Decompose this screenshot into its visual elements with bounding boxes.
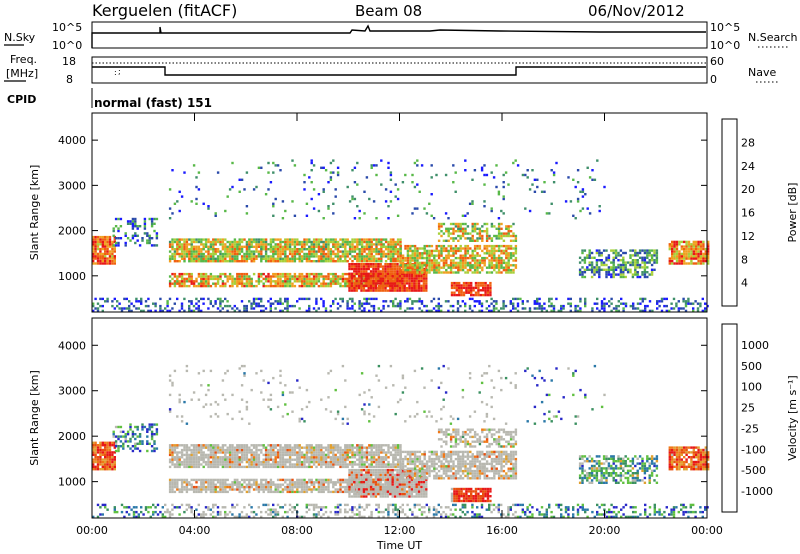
freq-left-tick-bottom: 8 (66, 73, 73, 86)
freq-right-tick-top: 60 (710, 55, 724, 68)
noise-right-tick-top: 10^5 (710, 21, 740, 34)
xtick-label: 12:00 (384, 524, 416, 537)
power-ytick-label: 3000 (58, 179, 86, 192)
freq-trace (92, 66, 706, 76)
freq-panel: Freq. [MHz] 18 8 60 0 Nave : ; (4, 53, 778, 86)
noise-panel: N.Sky 10^5 10^0 10^5 10^0 N.Search (4, 21, 798, 52)
velocity-colorbar-tick: 25 (741, 402, 755, 415)
velocity-colorbar-tick: 500 (741, 360, 762, 373)
power-ytick-label: 4000 (58, 134, 86, 147)
power-colorbar-frame (721, 118, 738, 307)
freq-left-label-2: [MHz] (6, 67, 38, 80)
power-ytick-label: 2000 (58, 225, 86, 238)
power-echo-field (92, 159, 710, 313)
velocity-ytick-label: 2000 (58, 430, 86, 443)
power-colorbar-tick: 8 (741, 253, 748, 266)
freq-right-tick-bottom: 0 (710, 73, 717, 86)
nave-label: Nave (748, 66, 776, 79)
power-colorbar-label: Power [dB] (786, 183, 799, 243)
velocity-echo-field (92, 364, 710, 519)
xtick-label: 20:00 (589, 524, 621, 537)
xtick-label: 00:00 (691, 524, 723, 537)
velocity-panel: 1000 2000 3000 4000 Slant Range [km] 1000 500 1… (28, 317, 799, 552)
power-ytick-label: 1000 (58, 270, 86, 283)
power-colorbar-tick: 4 (741, 277, 748, 290)
xtick-label: 16:00 (486, 524, 518, 537)
power-colorbar-tick: 12 (741, 230, 755, 243)
noise-sky-trace (91, 24, 706, 48)
noise-left-label: N.Sky (4, 31, 36, 44)
velocity-colorbar-tick: 1000 (741, 339, 769, 352)
xtick-label: 08:00 (281, 524, 313, 537)
velocity-colorbar-tick: 100 (741, 381, 762, 394)
noise-left-tick-top: 10^5 (52, 21, 82, 34)
power-colorbar-tick: 24 (741, 160, 755, 173)
power-ylabel: Slant Range [km] (28, 165, 41, 261)
cpid-value: normal (fast) 151 (94, 96, 212, 110)
power-panel: 1000 2000 3000 4000 Slant Range [km] 4 8 12 16 20… (28, 112, 799, 313)
cpid-label: CPID (7, 93, 36, 106)
svg-text::: : (114, 68, 117, 77)
power-colorbar-tick: 16 (741, 207, 755, 220)
velocity-ytick-label: 3000 (58, 385, 86, 398)
beam-title: Beam 08 (355, 2, 422, 20)
velocity-colorbar-tick: -100 (741, 443, 766, 456)
velocity-colorbar-label: Velocity [m s⁻¹] (786, 375, 799, 460)
noise-right-label: N.Search (748, 31, 798, 44)
xaxis-label: Time UT (376, 539, 422, 552)
station-title: Kerguelen (fitACF) (92, 1, 237, 20)
power-colorbar-tick: 28 (741, 136, 755, 149)
freq-left-label-1: Freq. (10, 53, 37, 66)
velocity-colorbar-frame (721, 323, 738, 513)
velocity-colorbar-tick: -25 (741, 422, 759, 435)
noise-right-tick-bottom: 10^0 (710, 39, 740, 52)
velocity-ylabel: Slant Range [km] (28, 370, 41, 466)
velocity-colorbar-tick: -500 (741, 464, 766, 477)
power-colorbar-tick: 20 (741, 183, 755, 196)
xtick-label: 04:00 (179, 524, 211, 537)
freq-left-tick-top: 18 (62, 55, 76, 68)
velocity-colorbar-tick: -1000 (741, 485, 773, 498)
date-title: 06/Nov/2012 (588, 2, 685, 20)
velocity-ytick-label: 1000 (58, 476, 86, 489)
svg-text:;: ; (118, 67, 121, 76)
xtick-label: 00:00 (76, 524, 108, 537)
velocity-ytick-label: 4000 (58, 339, 86, 352)
noise-left-tick-bottom: 10^0 (52, 39, 82, 52)
